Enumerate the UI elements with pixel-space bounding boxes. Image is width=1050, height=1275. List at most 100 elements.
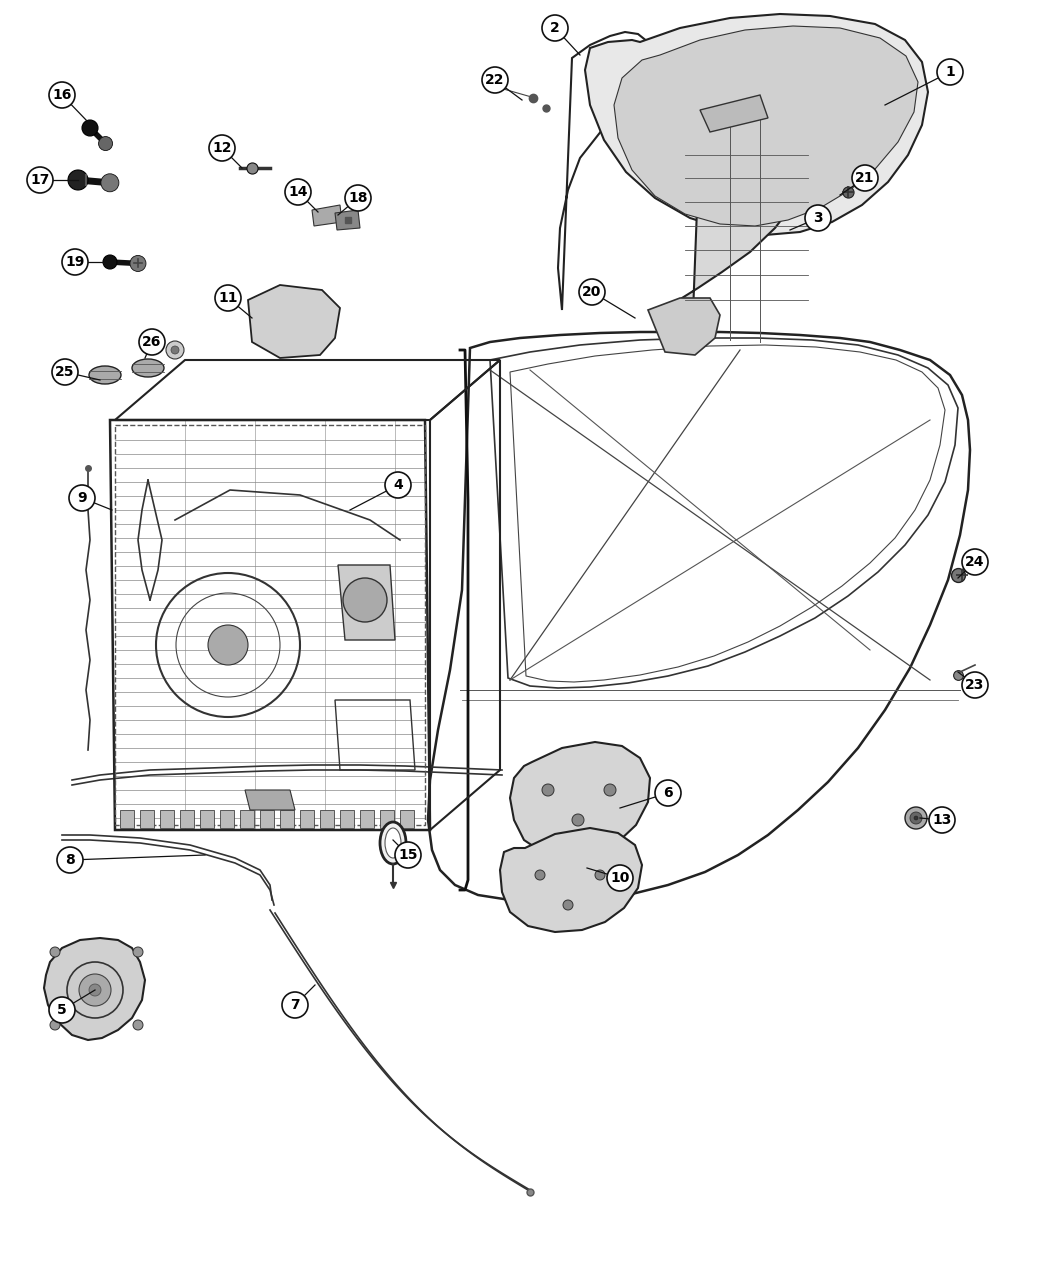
Text: 1: 1 <box>945 65 954 79</box>
Circle shape <box>27 167 52 193</box>
Text: 8: 8 <box>65 853 75 867</box>
Circle shape <box>563 900 573 910</box>
Circle shape <box>805 205 831 231</box>
Circle shape <box>69 484 94 511</box>
Circle shape <box>62 249 88 275</box>
Circle shape <box>208 625 248 666</box>
Polygon shape <box>700 96 768 133</box>
Polygon shape <box>585 14 928 235</box>
Circle shape <box>572 813 584 826</box>
Text: 20: 20 <box>583 286 602 300</box>
Polygon shape <box>44 938 145 1040</box>
Circle shape <box>215 286 242 311</box>
Polygon shape <box>240 810 254 827</box>
Circle shape <box>209 135 235 161</box>
Polygon shape <box>500 827 642 932</box>
Polygon shape <box>380 810 394 827</box>
Text: 15: 15 <box>398 848 418 862</box>
Text: 23: 23 <box>965 678 985 692</box>
Circle shape <box>905 807 927 829</box>
Polygon shape <box>200 810 214 827</box>
Text: 6: 6 <box>664 785 673 799</box>
Polygon shape <box>672 108 818 340</box>
Circle shape <box>542 15 568 41</box>
Circle shape <box>962 672 988 697</box>
Polygon shape <box>120 810 134 827</box>
Ellipse shape <box>380 822 406 864</box>
Text: 25: 25 <box>56 365 75 379</box>
Circle shape <box>385 472 411 499</box>
Circle shape <box>52 360 78 385</box>
Circle shape <box>49 82 75 108</box>
Circle shape <box>395 842 421 868</box>
Text: 3: 3 <box>813 210 823 224</box>
Text: 24: 24 <box>965 555 985 569</box>
Circle shape <box>133 1020 143 1030</box>
Polygon shape <box>340 810 354 827</box>
Circle shape <box>139 329 165 354</box>
Text: 7: 7 <box>290 998 300 1012</box>
Circle shape <box>68 170 88 190</box>
Text: 17: 17 <box>30 173 49 187</box>
Circle shape <box>607 864 633 891</box>
Circle shape <box>103 255 117 269</box>
Text: 19: 19 <box>65 255 85 269</box>
Polygon shape <box>360 810 374 827</box>
Text: 16: 16 <box>52 88 71 102</box>
Circle shape <box>50 1020 60 1030</box>
Circle shape <box>937 59 963 85</box>
Circle shape <box>929 807 956 833</box>
Circle shape <box>79 974 111 1006</box>
Polygon shape <box>248 286 340 358</box>
Text: 18: 18 <box>349 191 368 205</box>
Circle shape <box>852 164 878 191</box>
Polygon shape <box>245 790 295 810</box>
Circle shape <box>482 68 508 93</box>
Circle shape <box>604 784 616 796</box>
Polygon shape <box>312 205 342 226</box>
Circle shape <box>50 947 60 958</box>
Polygon shape <box>180 810 194 827</box>
Polygon shape <box>510 742 650 856</box>
Circle shape <box>962 550 988 575</box>
Circle shape <box>57 847 83 873</box>
Polygon shape <box>335 210 360 229</box>
Text: 12: 12 <box>212 142 232 156</box>
Circle shape <box>345 185 371 210</box>
Circle shape <box>130 255 146 272</box>
Circle shape <box>655 780 681 806</box>
Circle shape <box>343 578 387 622</box>
Polygon shape <box>614 26 918 226</box>
Circle shape <box>133 947 143 958</box>
Polygon shape <box>338 565 395 640</box>
Circle shape <box>285 179 311 205</box>
Text: 5: 5 <box>57 1003 67 1017</box>
Circle shape <box>910 812 922 824</box>
Text: 21: 21 <box>856 171 875 185</box>
Text: 4: 4 <box>393 478 403 492</box>
Text: 11: 11 <box>218 291 237 305</box>
Circle shape <box>282 992 308 1017</box>
Text: 2: 2 <box>550 20 560 34</box>
Text: 10: 10 <box>610 871 630 885</box>
Circle shape <box>536 870 545 880</box>
Ellipse shape <box>89 366 121 384</box>
Polygon shape <box>300 810 314 827</box>
Circle shape <box>595 870 605 880</box>
Circle shape <box>67 963 123 1017</box>
Circle shape <box>82 120 98 136</box>
Circle shape <box>89 984 101 996</box>
Circle shape <box>101 173 119 191</box>
Polygon shape <box>400 810 414 827</box>
Ellipse shape <box>385 827 401 858</box>
Circle shape <box>171 346 178 354</box>
Polygon shape <box>648 298 720 354</box>
Circle shape <box>99 136 112 150</box>
Polygon shape <box>160 810 174 827</box>
Polygon shape <box>220 810 234 827</box>
Ellipse shape <box>132 360 164 377</box>
Circle shape <box>166 340 184 360</box>
Circle shape <box>579 279 605 305</box>
Circle shape <box>49 997 75 1023</box>
Polygon shape <box>280 810 294 827</box>
